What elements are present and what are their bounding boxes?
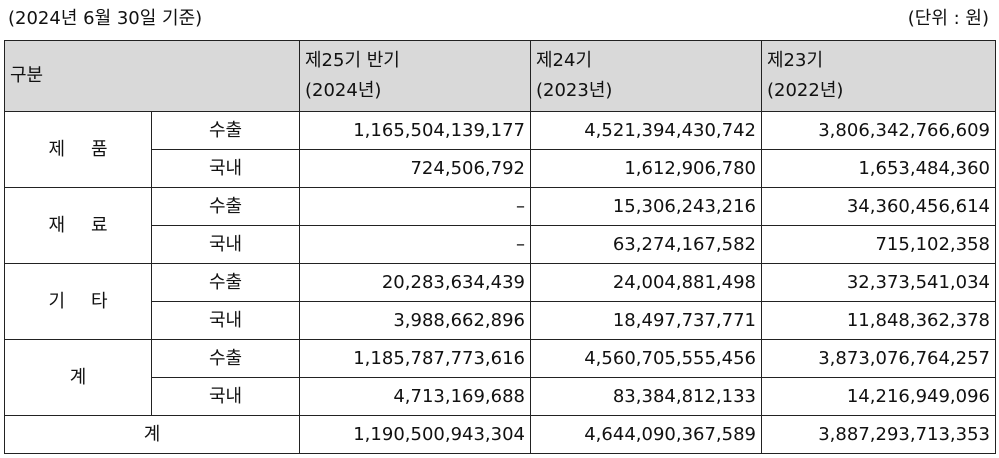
value-cell: 4,560,705,555,456 — [530, 339, 762, 378]
value-cell: 1,165,504,139,177 — [299, 111, 531, 150]
value-cell: 18,497,737,771 — [530, 301, 762, 340]
value-cell: 1,185,787,773,616 — [299, 339, 531, 378]
header-period-name: 제25기 반기 — [305, 50, 400, 71]
value-cell: 15,306,243,216 — [530, 187, 762, 226]
table-row: 국내 4,713,169,688 83,384,812,133 14,216,9… — [5, 377, 996, 416]
table-row: 국내 – 63,274,167,582 715,102,358 — [5, 225, 996, 264]
total-value: 4,644,090,367,589 — [530, 415, 762, 454]
row-type: 수출 — [151, 263, 300, 302]
sales-table: 구분 제25기 반기 (2024년) 제24기 (2023년) 제23기 (20… — [4, 40, 996, 454]
value-cell: 24,004,881,498 — [530, 263, 762, 302]
value-cell: 4,521,394,430,742 — [530, 111, 762, 150]
header-category: 구분 — [4, 40, 300, 112]
header-row: 구분 제25기 반기 (2024년) 제24기 (2023년) 제23기 (20… — [4, 40, 996, 112]
value-cell: 20,283,634,439 — [299, 263, 531, 302]
value-cell: 11,848,362,378 — [761, 301, 996, 340]
header-period-year: (2024년) — [305, 80, 382, 101]
row-type: 국내 — [151, 301, 300, 340]
value-cell: 14,216,949,096 — [761, 377, 996, 416]
value-cell: 4,713,169,688 — [299, 377, 531, 416]
header-period-25: 제25기 반기 (2024년) — [299, 40, 531, 112]
value-cell: – — [299, 187, 531, 226]
header-period-name: 제23기 — [767, 50, 824, 71]
header-period-23: 제23기 (2022년) — [761, 40, 996, 112]
header-period-year: (2022년) — [767, 80, 844, 101]
value-cell: – — [299, 225, 531, 264]
row-type: 국내 — [151, 377, 300, 416]
value-cell: 1,612,906,780 — [530, 149, 762, 188]
total-label: 계 — [4, 415, 300, 454]
value-cell: 34,360,456,614 — [761, 187, 996, 226]
header-period-name: 제24기 — [536, 50, 593, 71]
value-cell: 3,988,662,896 — [299, 301, 531, 340]
value-cell: 1,653,484,360 — [761, 149, 996, 188]
header-period-24: 제24기 (2023년) — [530, 40, 762, 112]
row-type: 수출 — [151, 187, 300, 226]
value-cell: 32,373,541,034 — [761, 263, 996, 302]
header-period-year: (2023년) — [536, 80, 613, 101]
row-type: 국내 — [151, 149, 300, 188]
value-cell: 3,873,076,764,257 — [761, 339, 996, 378]
caption-bar: (2024년 6월 30일 기준) (단위 : 원) — [0, 0, 999, 38]
total-value: 3,887,293,713,353 — [761, 415, 996, 454]
total-value: 1,190,500,943,304 — [299, 415, 531, 454]
unit-label: (단위 : 원) — [907, 8, 989, 29]
group-label-subtotal: 계 — [4, 339, 152, 416]
value-cell: 3,806,342,766,609 — [761, 111, 996, 150]
table-row: 국내 724,506,792 1,612,906,780 1,653,484,3… — [5, 149, 996, 188]
table-row: 계 수출 1,185,787,773,616 4,560,705,555,456… — [4, 339, 996, 416]
row-type: 수출 — [151, 339, 300, 378]
reference-date: (2024년 6월 30일 기준) — [8, 8, 203, 29]
value-cell: 83,384,812,133 — [530, 377, 762, 416]
row-type: 국내 — [151, 225, 300, 264]
table-row: 국내 3,988,662,896 18,497,737,771 11,848,3… — [5, 301, 996, 340]
value-cell: 724,506,792 — [299, 149, 531, 188]
total-row: 계 1,190,500,943,304 4,644,090,367,589 3,… — [4, 415, 996, 454]
value-cell: 63,274,167,582 — [530, 225, 762, 264]
value-cell: 715,102,358 — [761, 225, 996, 264]
row-type: 수출 — [151, 111, 300, 150]
